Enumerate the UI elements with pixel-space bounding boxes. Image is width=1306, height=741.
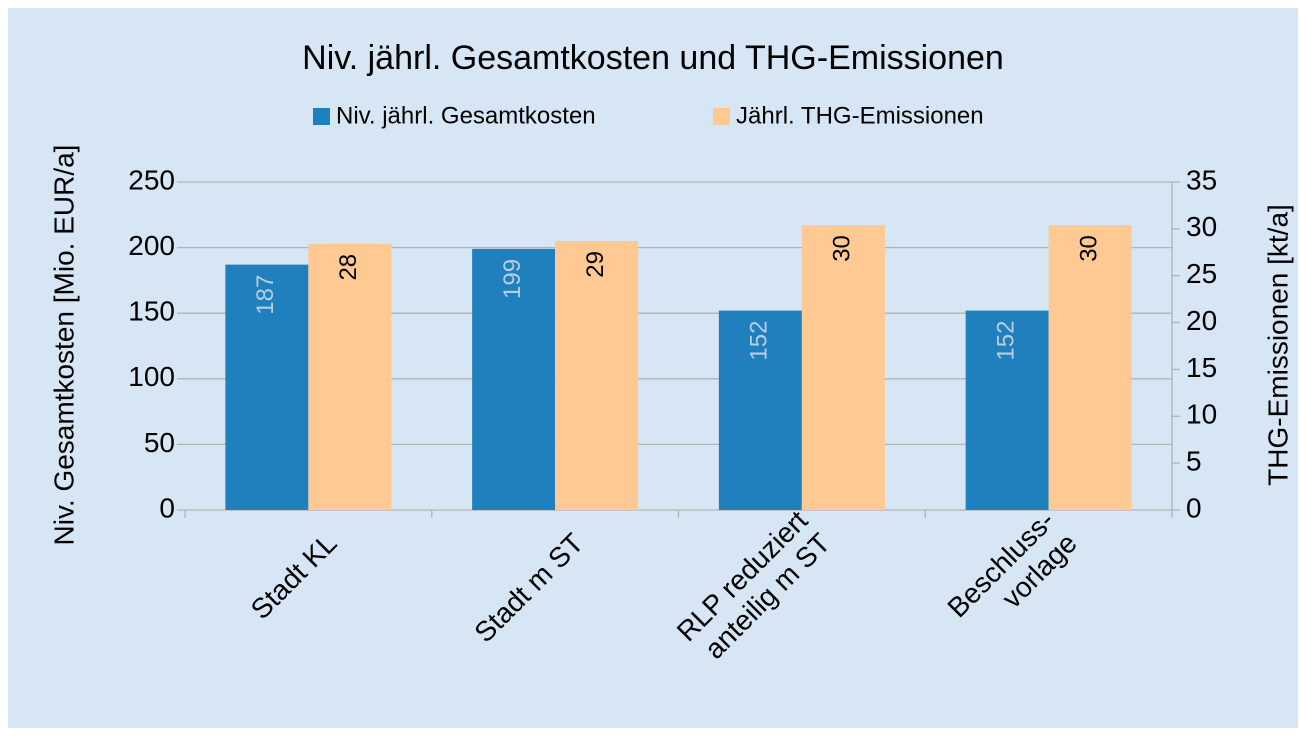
bar	[1048, 225, 1132, 510]
y-tick-label: 250	[128, 164, 175, 195]
bar	[472, 248, 556, 511]
bar	[965, 310, 1049, 510]
legend-label: Jährl. THG-Emissionen	[736, 102, 984, 129]
y-tick-label: 100	[128, 361, 175, 392]
data-label: 152	[992, 321, 1019, 361]
y-axis-label: Niv. Gesamtkosten [Mio. EUR/a]	[48, 145, 79, 546]
legend-swatch	[713, 108, 730, 125]
data-label: 30	[829, 235, 856, 262]
bar	[555, 241, 639, 511]
y-tick-label: 150	[128, 296, 175, 327]
legend-swatch	[313, 108, 330, 125]
data-label: 152	[746, 321, 773, 361]
y2-tick-label: 0	[1186, 492, 1202, 523]
y-tick-label: 0	[159, 492, 175, 523]
y2-tick-label: 25	[1186, 258, 1217, 289]
data-label: 30	[1075, 235, 1102, 262]
y-tick-label: 50	[144, 427, 175, 458]
chart-title: Niv. jährl. Gesamtkosten und THG-Emissio…	[302, 39, 1004, 77]
bar	[801, 225, 885, 510]
y-tick-label: 200	[128, 230, 175, 261]
bar	[718, 310, 802, 510]
y2-axis-label: THG-Emissionen [kt/a]	[1262, 204, 1293, 486]
y2-tick-label: 30	[1186, 211, 1217, 242]
bar	[308, 243, 392, 510]
y2-tick-label: 15	[1186, 352, 1217, 383]
y2-tick-label: 10	[1186, 399, 1217, 430]
legend-label: Niv. jährl. Gesamtkosten	[336, 102, 596, 129]
data-label: 187	[252, 275, 279, 315]
y2-tick-label: 20	[1186, 305, 1217, 336]
data-label: 29	[582, 251, 609, 278]
y2-tick-label: 5	[1186, 446, 1202, 477]
data-label: 199	[499, 259, 526, 299]
data-label: 28	[335, 254, 362, 281]
y2-tick-label: 35	[1186, 164, 1217, 195]
bar	[225, 264, 309, 510]
